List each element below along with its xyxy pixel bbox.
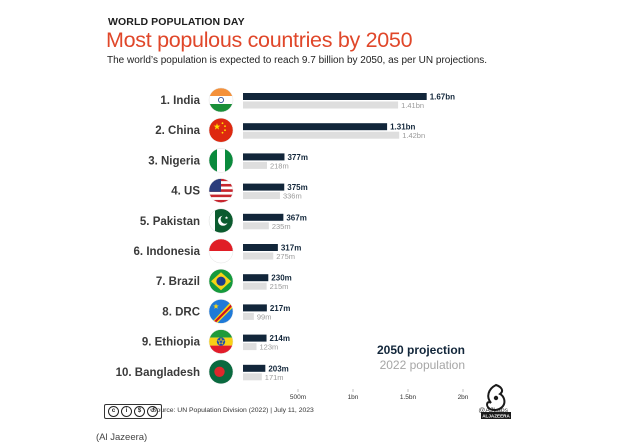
- category-label: 5. Pakistan: [140, 216, 200, 228]
- legend-2050-projection: 2050 projection: [377, 343, 465, 357]
- bar-label-2022: 336m: [283, 192, 302, 201]
- bar-2022-population: [243, 101, 399, 109]
- cc-icon: c: [108, 406, 119, 417]
- image-credit: (Al Jazeera): [96, 432, 148, 443]
- bar-label-2022: 99m: [257, 312, 272, 321]
- bangladesh-flag-icon: [208, 359, 234, 385]
- category-label: 4. US: [171, 186, 200, 198]
- sa-icon: ↺: [147, 406, 158, 417]
- bar-label-2022: 215m: [270, 282, 289, 291]
- bar-2050-projection: [243, 123, 388, 131]
- bar-2050-projection: [243, 244, 278, 251]
- bar-2022-population: [243, 192, 280, 200]
- bar-2022-population: [243, 252, 274, 260]
- al-jazeera-logo: ALJAZEERA: [481, 383, 511, 419]
- bar-label-2050: 230m: [271, 274, 291, 283]
- category-label: 8. DRC: [162, 306, 200, 318]
- bar-label-2050: 317m: [281, 244, 301, 253]
- bar-2022-population: [243, 312, 254, 320]
- bar-label-2050: 377m: [287, 153, 307, 162]
- drc-flag-icon: [208, 299, 234, 324]
- bar-2050-projection: [243, 183, 285, 191]
- bar-2022-population: [243, 222, 269, 230]
- bar-2022-population: [243, 131, 400, 139]
- category-label: 7. Brazil: [156, 276, 200, 288]
- bar-2022-population: [243, 343, 257, 351]
- bar-label-2050: 367m: [286, 213, 306, 222]
- bar-2022-population: [243, 282, 267, 290]
- bar-label-2022: 123m: [260, 343, 279, 352]
- bar-2050-projection: [243, 304, 267, 312]
- bar-2050-projection: [243, 334, 267, 342]
- bar-2050-projection: [243, 364, 266, 372]
- china-flag-icon: [208, 117, 234, 143]
- x-tick-label: 1.5bn: [400, 394, 417, 401]
- chart-subtitle: The world’s population is expected to re…: [107, 55, 488, 66]
- bar-2050-projection: [243, 274, 269, 282]
- footer: c i $ ↺ Source: UN Population Division (…: [104, 404, 508, 420]
- india-flag-icon: [208, 87, 234, 113]
- bar-label-2022: 1.42bn: [402, 131, 425, 140]
- nigeria-flag-icon: [208, 148, 234, 173]
- bar-label-2050: 217m: [270, 304, 290, 313]
- x-tick-label: 1bn: [348, 394, 359, 401]
- category-label: 2. China: [155, 125, 200, 137]
- indonesia-flag-icon: [208, 238, 234, 264]
- pakistan-flag-icon: [208, 208, 234, 234]
- svg-text:ALJAZEERA: ALJAZEERA: [482, 414, 510, 419]
- kicker: WORLD POPULATION DAY: [108, 16, 245, 28]
- bar-2050-projection: [243, 153, 285, 161]
- chart-title: Most populous countries by 2050: [106, 28, 413, 52]
- x-tick-label: 2bn: [458, 394, 469, 401]
- ethiopia-flag-icon: [208, 329, 234, 354]
- bar-label-2022: 218m: [270, 161, 289, 170]
- bar-label-2022: 1.41bn: [401, 101, 424, 110]
- bar-label-2050: 214m: [270, 334, 290, 343]
- category-label: 10. Bangladesh: [116, 367, 200, 379]
- cc-license-icon: c i $ ↺: [104, 404, 162, 419]
- x-tick-label: 500m: [290, 394, 306, 401]
- nc-icon: $: [134, 406, 145, 417]
- bar-label-2022: 171m: [265, 373, 284, 382]
- bar-2022-population: [243, 373, 262, 381]
- category-label: 6. Indonesia: [134, 246, 201, 258]
- category-label: 9. Ethiopia: [142, 337, 201, 349]
- bar-label-2050: 203m: [268, 364, 288, 373]
- by-icon: i: [121, 406, 132, 417]
- category-label: 1. India: [160, 95, 200, 107]
- source-note: Source: UN Population Division (2022) | …: [152, 407, 314, 414]
- bar-label-2022: 235m: [272, 222, 291, 231]
- bar-2050-projection: [243, 93, 427, 100]
- bar-label-2050: 375m: [287, 183, 307, 192]
- us-flag-icon: [208, 178, 234, 203]
- category-label: 3. Nigeria: [148, 155, 200, 167]
- bar-label-2050: 1.67bn: [430, 93, 455, 102]
- brazil-flag-icon: [208, 268, 234, 294]
- bar-2050-projection: [243, 213, 284, 221]
- legend-2022-population: 2022 population: [380, 358, 465, 372]
- bar-2022-population: [243, 161, 267, 169]
- bar-label-2050: 1.31bn: [390, 123, 415, 132]
- bar-label-2022: 275m: [276, 252, 295, 261]
